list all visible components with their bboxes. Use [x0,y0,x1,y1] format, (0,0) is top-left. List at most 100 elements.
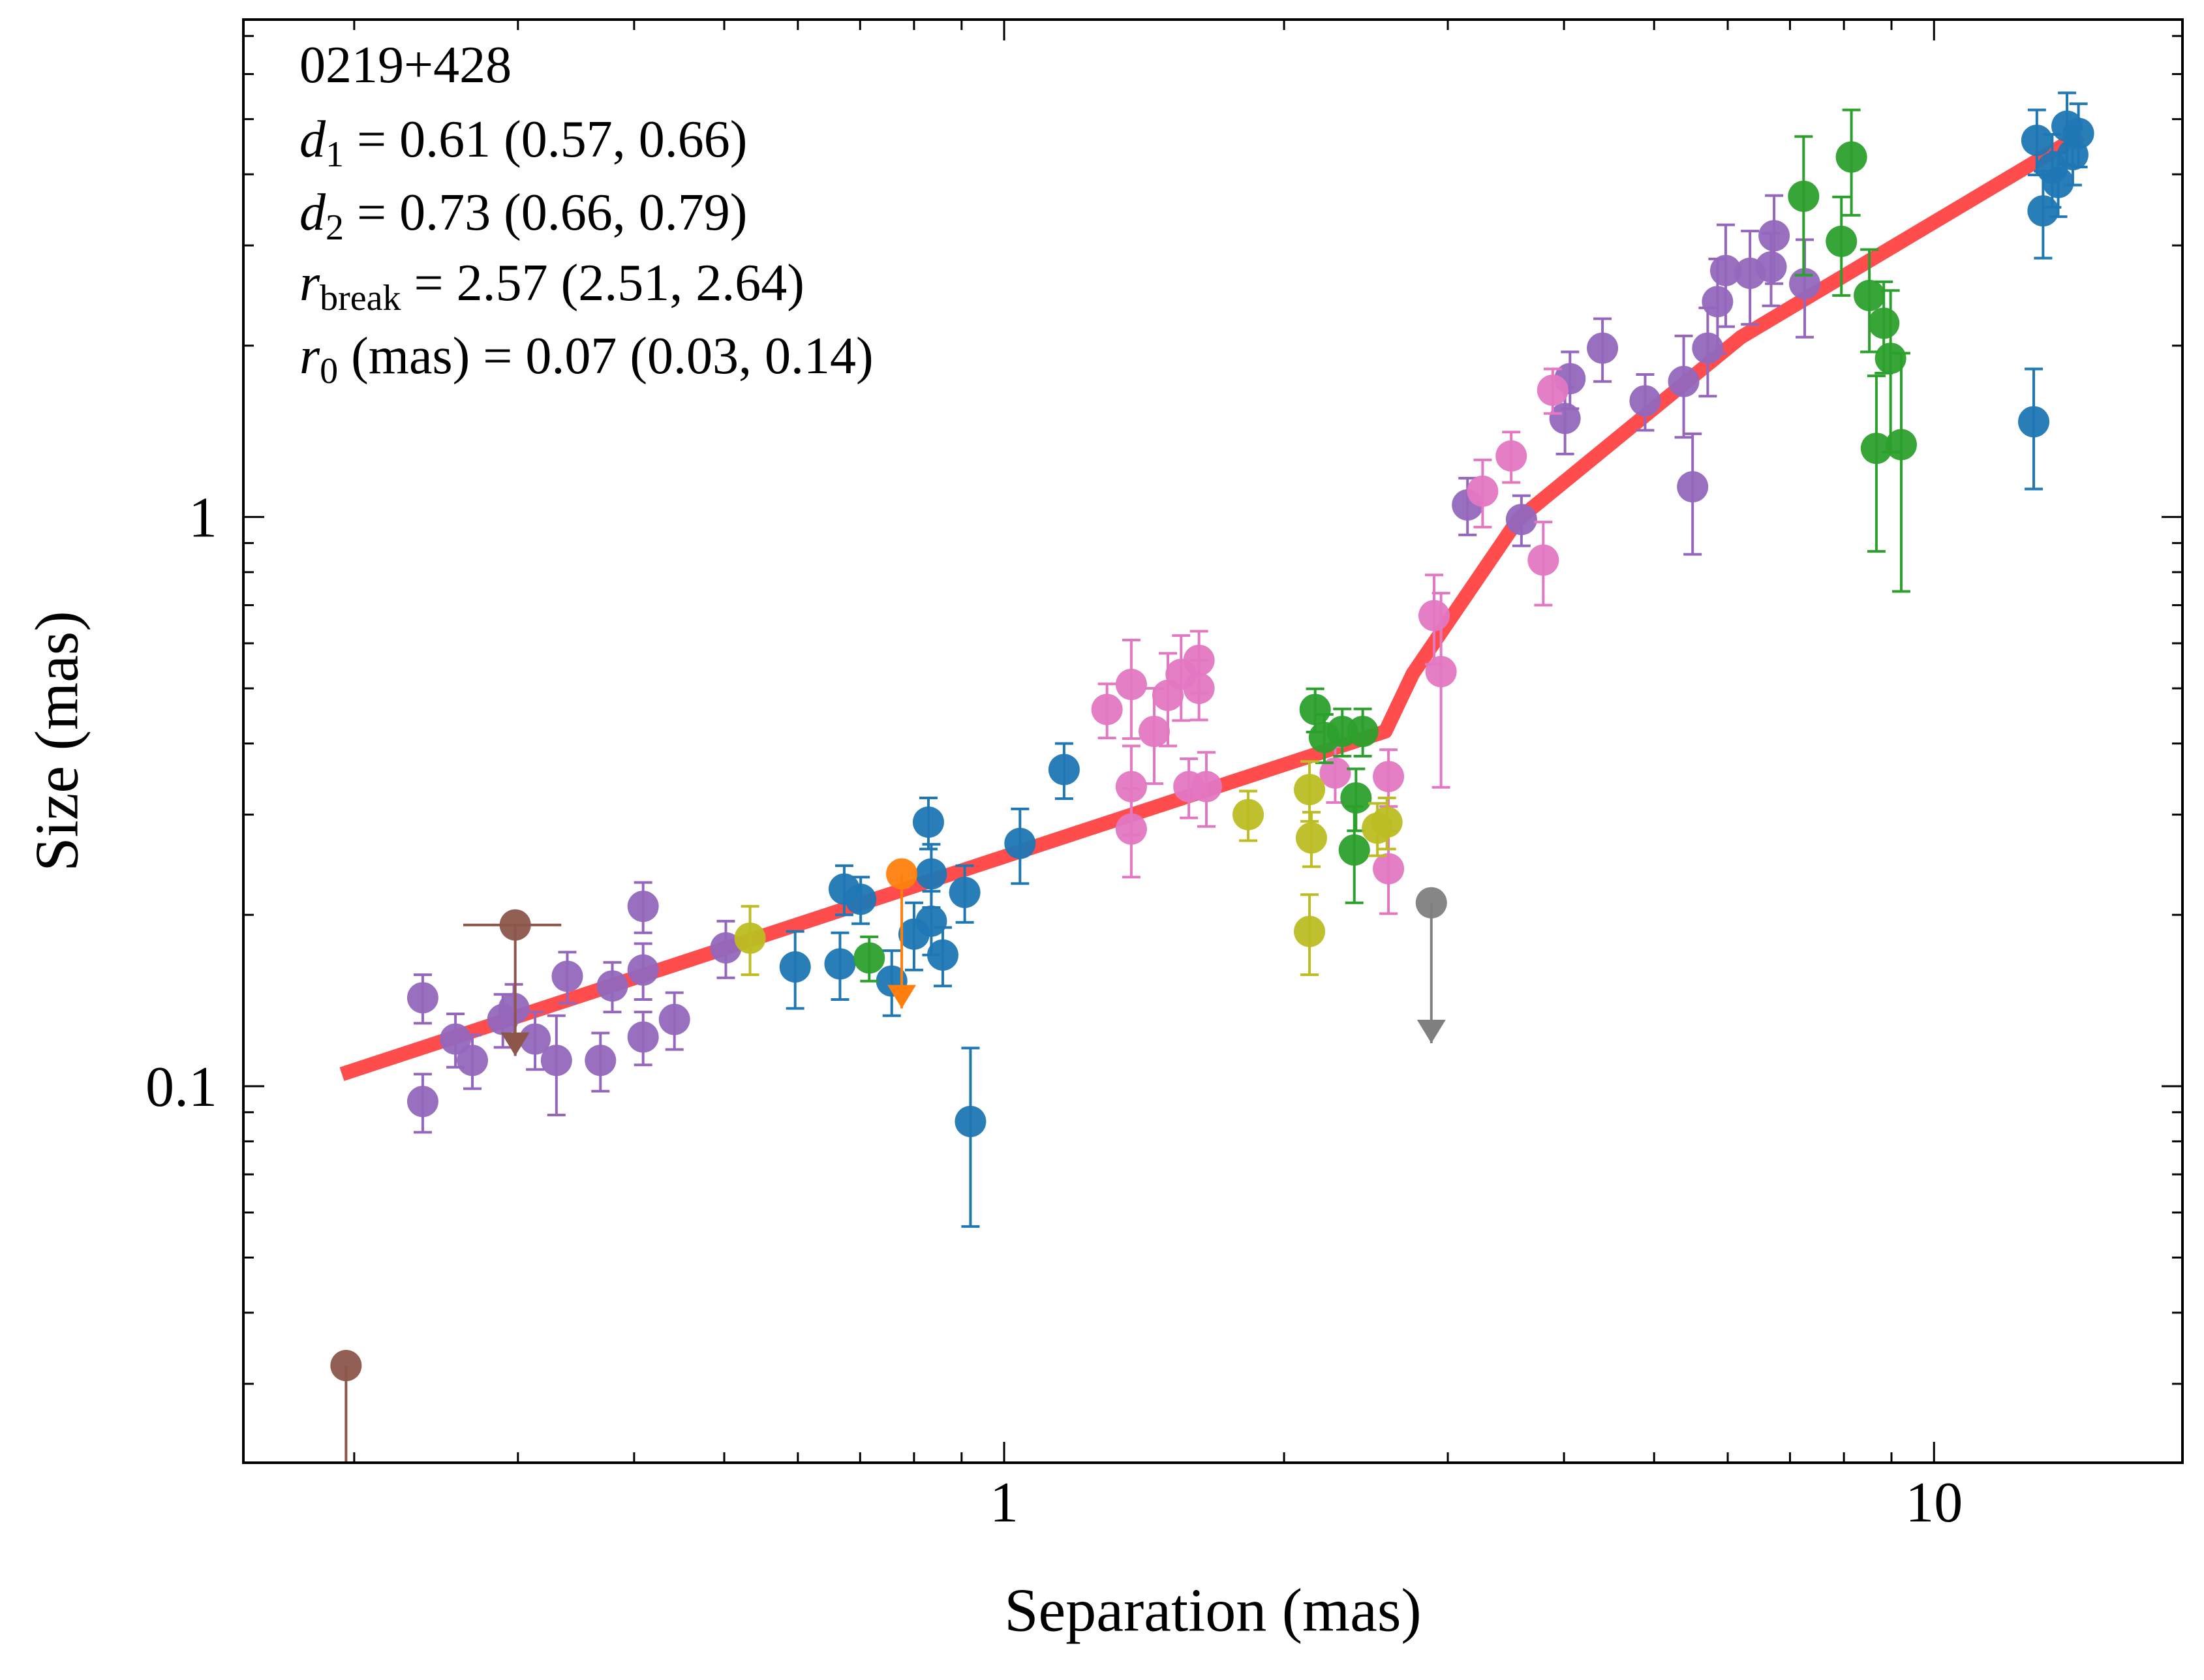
data-point [845,883,877,915]
data-point [1371,806,1403,838]
data-point [498,992,530,1024]
annotation-text: = 0.61 (0.57, 0.66) [344,111,747,168]
annotation-symbol: d [299,184,326,241]
data-point [658,1003,690,1035]
data-point [1854,279,1886,311]
data-point [2018,406,2050,438]
data-point [1091,694,1123,725]
data-point [1549,403,1581,435]
data-point [1048,754,1080,786]
data-point [1587,332,1619,364]
data-point [1294,774,1326,806]
data-point [734,922,766,954]
annotation-symbol: r [299,328,320,385]
annotation-symbol: r [299,254,320,312]
y-tick-label: 0.1 [145,1056,217,1119]
data-point [1692,332,1724,364]
plot-frame [242,18,2184,1464]
annotation-text: 0219+428 [299,37,512,94]
data-point [585,1045,617,1077]
data-point [1755,251,1787,283]
data-point [1232,799,1264,831]
data-point [886,858,918,890]
data-point [1527,544,1559,576]
annotation-symbol: d [299,111,326,168]
data-point [1788,180,1820,212]
data-point [627,1021,659,1053]
data-point [2042,166,2074,198]
annotation-subscript: break [320,278,401,318]
data-point [1868,307,1900,339]
data-point [1319,757,1351,789]
data-point [1190,771,1222,802]
data-point [1835,141,1867,173]
annotation-text: = 2.57 (2.51, 2.64) [401,254,804,312]
data-point [1347,716,1379,748]
data-point [406,982,438,1014]
axes: 1 100.11 [145,18,2184,1535]
data-point [1139,716,1171,748]
x-tick-label: 10 [1905,1471,1963,1535]
data-point [1115,771,1147,802]
data-point [2021,125,2053,157]
data-point [1467,475,1499,507]
data-point [1415,887,1447,919]
data-point [519,1023,551,1055]
data-point [2057,139,2089,171]
annotation-subscript: 2 [326,207,344,248]
data-point [949,876,981,908]
data-point [1115,669,1147,701]
data-point [1373,853,1405,885]
data-point [1183,673,1215,705]
data-point [499,909,531,941]
annotation-line: d1 = 0.61 (0.57, 0.66) [299,111,747,175]
upper-limit-arrow [1416,1019,1446,1043]
data-point [1425,656,1457,688]
annotation-line: r0 (mas) = 0.07 (0.03, 0.14) [299,328,874,391]
data-point [1629,385,1661,417]
x-tick-label: 1 [990,1471,1018,1535]
data-point [551,960,583,992]
data-point [406,1086,438,1118]
data-point [1826,225,1858,257]
data-point [540,1045,572,1077]
plot-area [330,91,2094,1463]
data-point [915,905,947,937]
data-point [1004,827,1036,859]
data-point [627,954,659,986]
data-point [912,806,944,838]
data-point [1505,504,1537,536]
data-point [1338,834,1370,866]
data-point [1875,343,1906,374]
y-axis-label: Size (mas) [23,611,91,871]
data-point [1677,471,1709,503]
data-point [457,1045,489,1077]
data-point [1758,220,1790,252]
y-tick-label: 1 [189,486,217,549]
data-point [1702,286,1734,318]
data-point [1885,429,1917,461]
data-point [1299,694,1331,725]
data-point [1418,600,1450,632]
data-point [926,939,958,971]
data-point [596,970,628,1002]
data-point [1668,365,1700,397]
x-axis-label: Separation (mas) [1004,1577,1422,1645]
annotation-subscript: 0 [320,351,338,391]
data-point [1340,782,1372,814]
data-point [2027,195,2059,227]
annotation-subscript: 1 [326,134,344,175]
annotation-line: 0219+428 [299,37,512,94]
data-point [440,1023,472,1055]
annotation-text: = 0.73 (0.66, 0.79) [344,184,747,241]
data-point [1495,440,1527,472]
data-point [779,951,811,983]
data-point [853,942,885,974]
data-point [1709,254,1741,286]
data-point [824,948,856,980]
data-point [1373,761,1405,793]
data-point [1295,822,1327,854]
upper-limit-arrow [887,985,917,1009]
